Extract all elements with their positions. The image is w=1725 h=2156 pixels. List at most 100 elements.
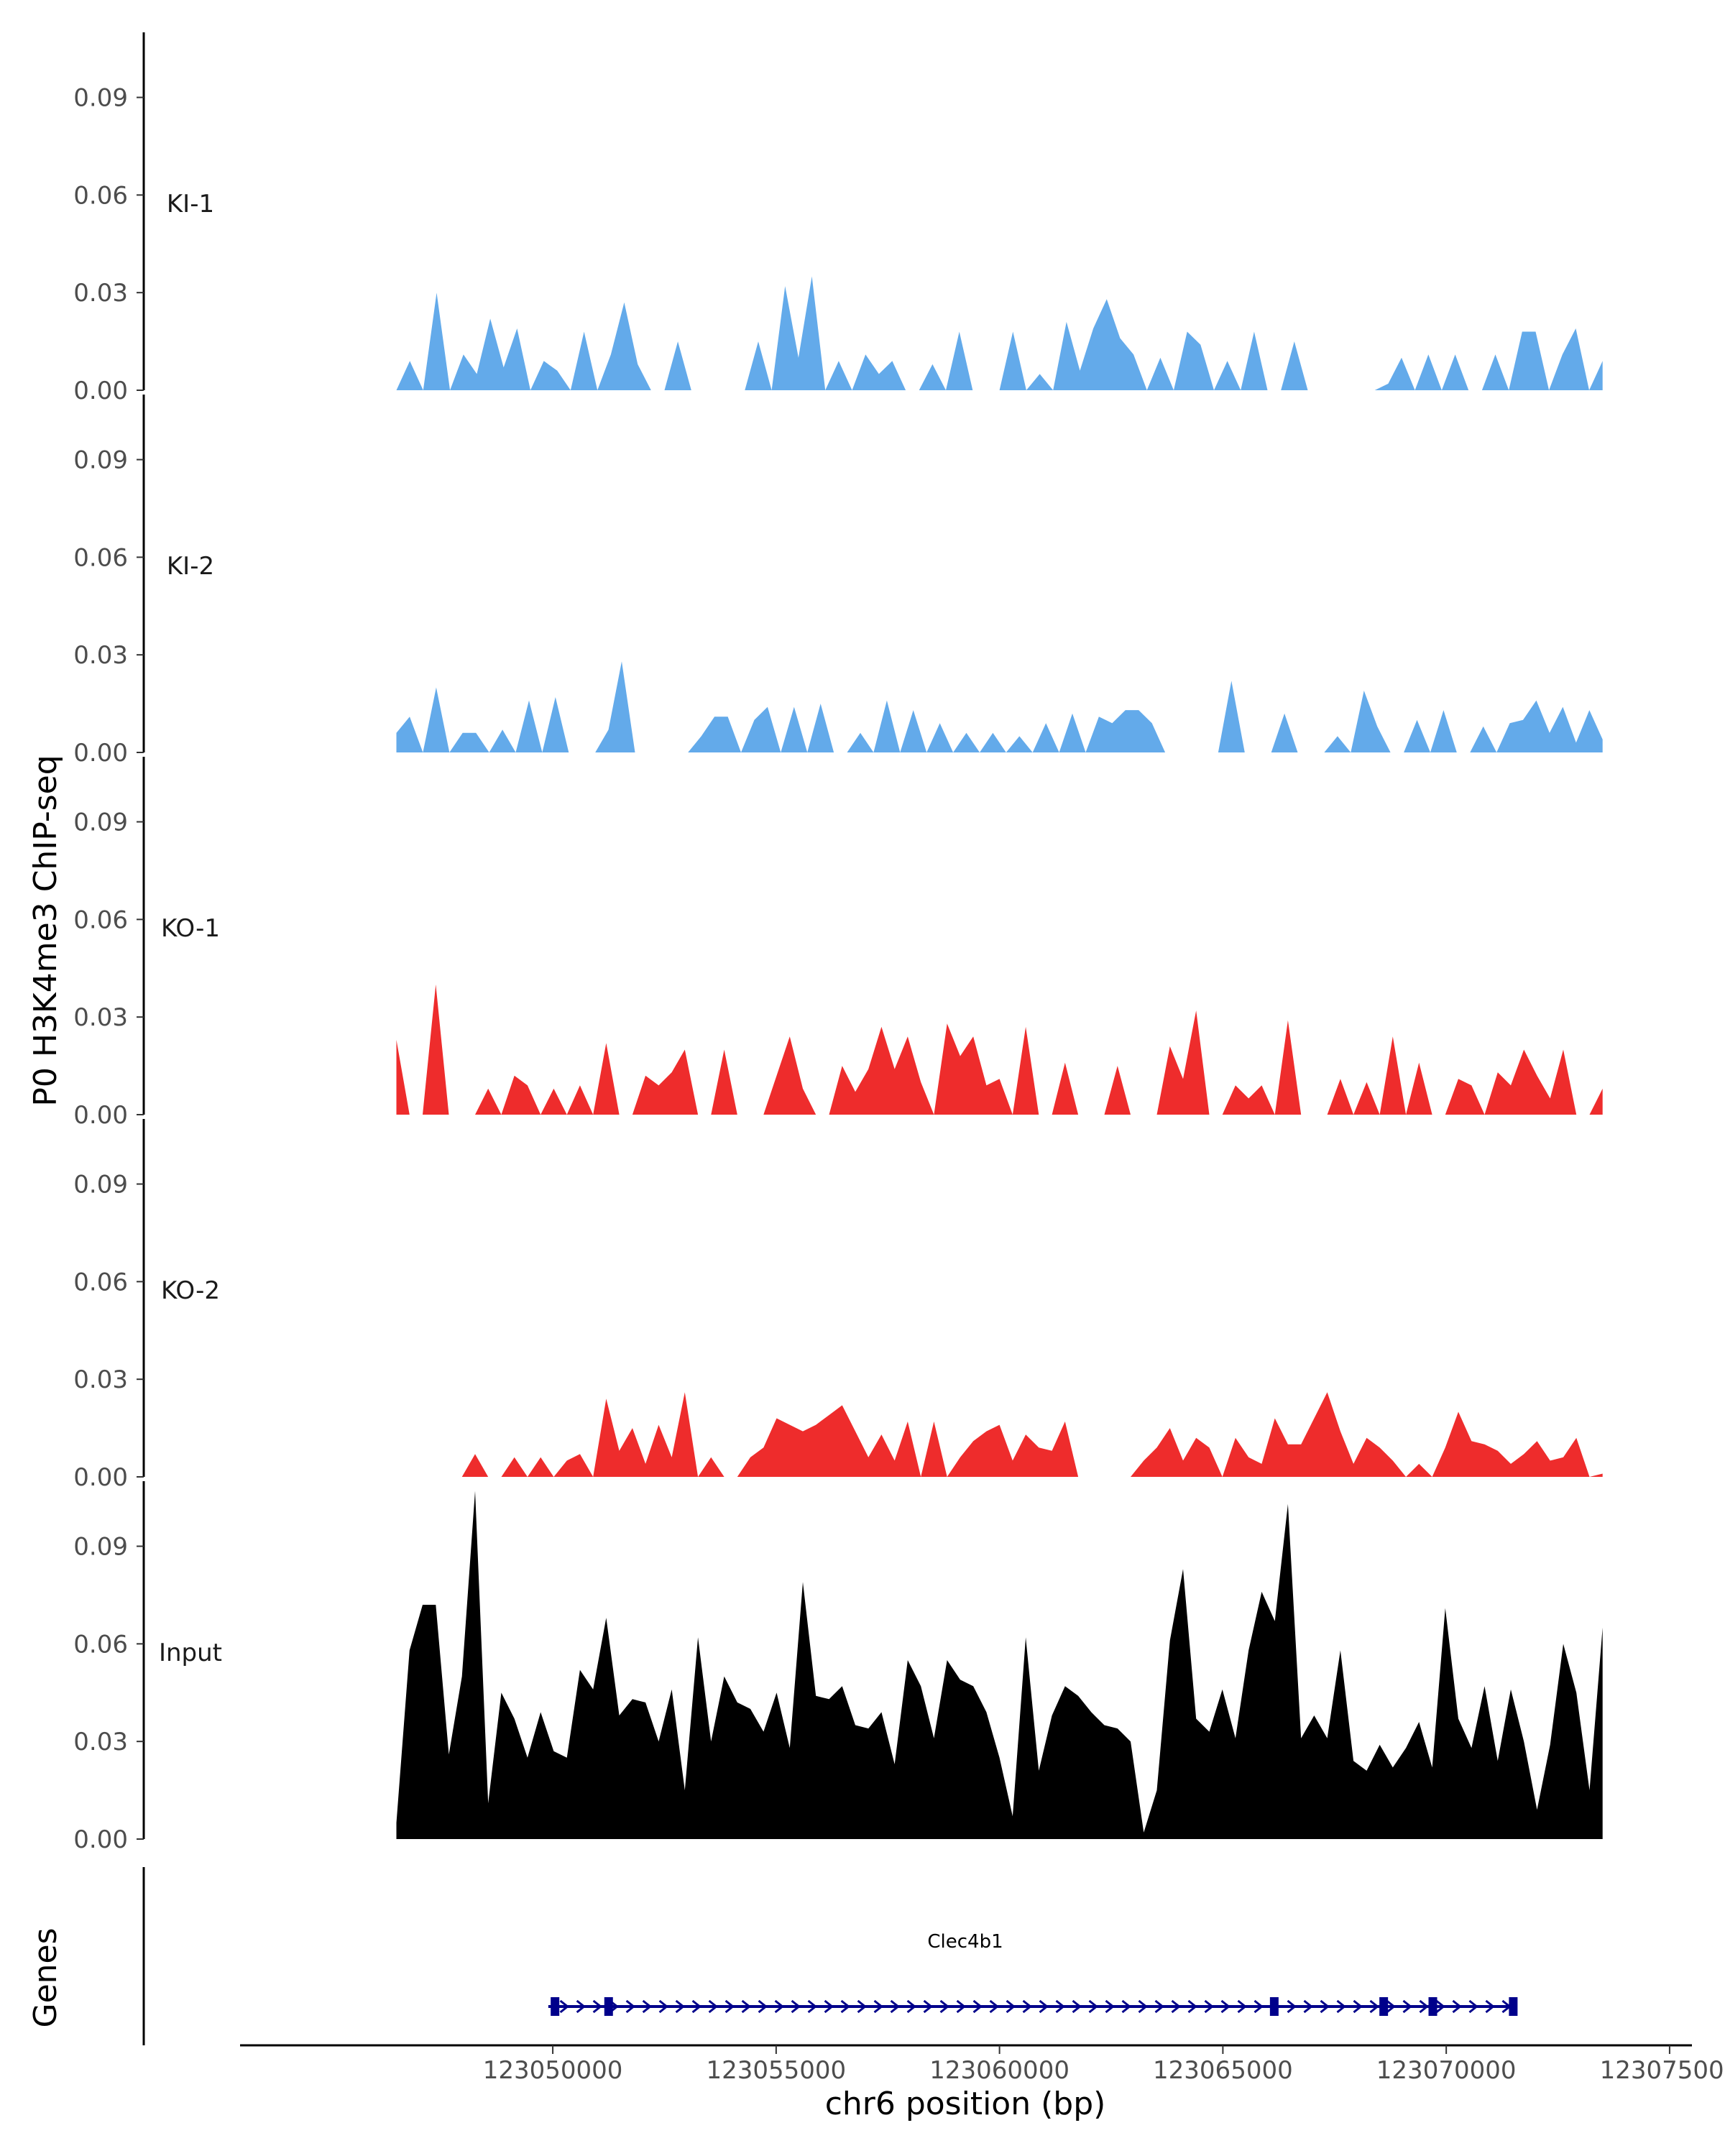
gene-strand-arrow — [1468, 1999, 1478, 2014]
y-tick-label: 0.00 — [73, 377, 128, 405]
gene-strand-arrow — [1154, 1999, 1164, 2014]
gene-strand-arrow — [1452, 1999, 1462, 2014]
gene-name-label: Clec4b1 — [927, 1931, 1003, 1953]
gene-strand-arrow — [923, 1999, 933, 2014]
y-tick-label: 0.06 — [73, 906, 128, 934]
x-tick-label: 123065000 — [1153, 2056, 1293, 2085]
gene-strand-arrow — [1336, 1999, 1346, 2014]
coverage-tracks: 0.00 0.03 0.06 0.09 KI-1 0.00 0.03 0.06 0.09 KI-2… — [73, 32, 1603, 1854]
y-tick-label: 0.03 — [73, 1728, 128, 1756]
x-tick-label: 123075000 — [1600, 2056, 1725, 2085]
gene-track: Genes Clec4b1 — [27, 1867, 1518, 2045]
coverage-area-ko-1 — [396, 984, 1603, 1115]
gene-strand-arrow — [1055, 1999, 1065, 2014]
gene-exon — [1269, 1997, 1279, 2016]
gene-strand-arrow — [906, 1999, 916, 2014]
gene-exon — [1379, 1997, 1389, 2016]
gene-strand-arrow — [1006, 1999, 1016, 2014]
track-label: KI-2 — [167, 552, 214, 581]
gene-strand-arrow — [758, 1999, 768, 2014]
y-tick-label: 0.06 — [73, 543, 128, 572]
gene-strand-arrow — [791, 1999, 801, 2014]
gene-strand-arrow — [1121, 1999, 1131, 2014]
gene-strand-arrow — [708, 1999, 718, 2014]
y-tick-label: 0.00 — [73, 1463, 128, 1492]
gene-strand-arrow — [1039, 1999, 1049, 2014]
gene-strand-arrow — [1419, 1999, 1429, 2014]
gene-strand-arrow — [1369, 1999, 1379, 2014]
gene-strand-arrow — [1386, 1999, 1396, 2014]
track-label: KO-1 — [161, 914, 220, 943]
gene-exon — [551, 1997, 560, 2016]
gene-strand-arrow — [939, 1999, 949, 2014]
y-tick-label: 0.09 — [73, 446, 128, 475]
x-tick-label: 123055000 — [707, 2056, 847, 2085]
gene-strand-arrow — [890, 1999, 900, 2014]
x-axis-title: chr6 position (bp) — [825, 2086, 1106, 2122]
gene-strand-arrow — [1072, 1999, 1082, 2014]
track-panel-ki-2: 0.00 0.03 0.06 0.09 KI-2 — [73, 395, 1603, 768]
track-panel-ki-1: 0.00 0.03 0.06 0.09 KI-1 — [73, 32, 1603, 405]
gene-strand-arrow — [1187, 1999, 1197, 2014]
gene-strand-arrow — [658, 1999, 668, 2014]
gene-strand-arrow — [1402, 1999, 1412, 2014]
y-axis-title: P0 H3K4me3 ChIP-seq — [27, 755, 64, 1106]
y-tick-label: 0.03 — [73, 1003, 128, 1032]
gene-strand-arrow — [1485, 1999, 1495, 2014]
gene-exon — [1428, 1997, 1438, 2016]
coverage-area-ki-2 — [396, 661, 1603, 752]
y-tick-label: 0.03 — [73, 641, 128, 670]
y-tick-label: 0.06 — [73, 181, 128, 210]
gene-strand-arrow — [824, 1999, 834, 2014]
gene-strand-arrow — [774, 1999, 784, 2014]
y-tick-label: 0.09 — [73, 808, 128, 837]
gene-strand-arrow — [691, 1999, 702, 2014]
gene-strand-arrow — [642, 1999, 653, 2014]
x-tick-label: 123050000 — [483, 2056, 623, 2085]
y-tick-label: 0.03 — [73, 279, 128, 308]
gene-strand-arrow — [1220, 1999, 1230, 2014]
x-axis: 123050000 123055000 123060000 123065000 1230… — [240, 2044, 1725, 2085]
gene-strand-arrow — [972, 1999, 983, 2014]
gene-strand-arrow — [857, 1999, 867, 2014]
gene-strand-arrow — [1435, 1999, 1445, 2014]
gene-strand-arrow — [1204, 1999, 1214, 2014]
gene-strand-arrow — [1287, 1999, 1297, 2014]
gene-strand-arrow — [1353, 1999, 1363, 2014]
y-tick-label: 0.09 — [73, 1171, 128, 1199]
y-tick-label: 0.06 — [73, 1268, 128, 1296]
y-tick-label: 0.06 — [73, 1630, 128, 1659]
gene-strand-arrow — [1105, 1999, 1115, 2014]
gene-strand-arrow — [1237, 1999, 1247, 2014]
gene-strand-arrow — [1022, 1999, 1032, 2014]
x-tick-label: 123070000 — [1376, 2056, 1517, 2085]
track-panel-ko-1: 0.00 0.03 0.06 0.09 KO-1 — [73, 757, 1603, 1130]
gene-strand-arrow — [1254, 1999, 1264, 2014]
gene-strand-arrow — [873, 1999, 883, 2014]
gene-model-clec4b1 — [548, 1997, 1518, 2016]
gene-exon — [1509, 1997, 1518, 2016]
gene-strand-arrow — [807, 1999, 817, 2014]
track-label: KI-1 — [167, 190, 214, 218]
gene-strand-arrow — [675, 1999, 685, 2014]
gene-strand-arrow — [1303, 1999, 1313, 2014]
gene-strand-arrow — [1088, 1999, 1098, 2014]
gene-strand-arrow — [1171, 1999, 1181, 2014]
y-tick-label: 0.09 — [73, 84, 128, 113]
y-tick-label: 0.00 — [73, 1101, 128, 1130]
gene-strand-arrow — [724, 1999, 735, 2014]
track-label: Input — [159, 1639, 222, 1667]
x-tick-label: 123060000 — [929, 2056, 1070, 2085]
gene-strand-arrow — [1138, 1999, 1148, 2014]
gene-strand-arrow — [741, 1999, 751, 2014]
gene-strand-arrow — [989, 1999, 999, 2014]
gene-strand-arrow — [1320, 1999, 1330, 2014]
gene-strand-arrow — [840, 1999, 850, 2014]
coverage-area-ki-1 — [396, 276, 1603, 390]
track-panel-input: 0.00 0.03 0.06 0.09 Input — [73, 1481, 1603, 1854]
coverage-area-input — [396, 1491, 1603, 1839]
gene-strand-arrow — [576, 1999, 586, 2014]
gene-strand-arrow — [592, 1999, 603, 2014]
y-tick-label: 0.09 — [73, 1533, 128, 1562]
